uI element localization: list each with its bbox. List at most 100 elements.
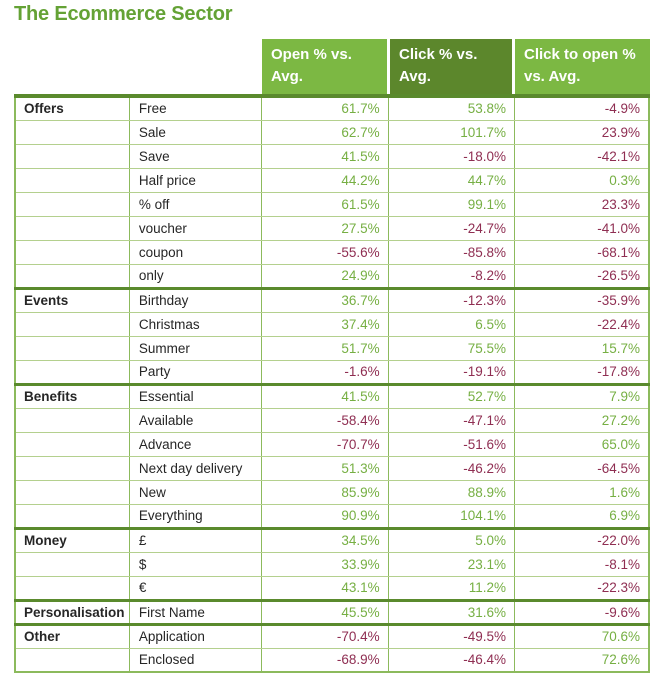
category-cell xyxy=(15,648,130,672)
term-cell: Birthday xyxy=(129,286,263,313)
click-to-open-value-cell: -22.3% xyxy=(514,576,649,601)
open-value-cell: -55.6% xyxy=(261,240,389,265)
table-row: Advance -70.7% -51.6% 65.0% xyxy=(15,432,649,457)
click-to-open-value-cell: 0.3% xyxy=(514,168,649,193)
category-cell xyxy=(15,336,130,361)
term-cell: only xyxy=(129,264,263,289)
category-cell xyxy=(15,504,130,529)
open-value-cell: -70.4% xyxy=(261,622,389,649)
category-cell xyxy=(15,432,130,457)
data-table: Offers Free 61.7% 53.8% -4.9% Sale 62.7% 101.7%… xyxy=(14,94,650,673)
click-value-cell: -12.3% xyxy=(388,286,516,313)
column-header-click-pct-vs-avg: Click % vs. Avg. xyxy=(390,39,512,94)
open-value-cell: 51.7% xyxy=(261,336,389,361)
table-row: Party -1.6% -19.1% -17.8% xyxy=(15,360,649,385)
term-cell: New xyxy=(129,480,263,505)
click-value-cell: 11.2% xyxy=(388,576,516,601)
click-to-open-value-cell: 23.3% xyxy=(514,192,649,217)
click-value-cell: 52.7% xyxy=(388,382,516,409)
table-row: Enclosed -68.9% -46.4% 72.6% xyxy=(15,648,649,672)
term-cell: Summer xyxy=(129,336,263,361)
term-cell: First Name xyxy=(129,598,263,625)
table-row: Sale 62.7% 101.7% 23.9% xyxy=(15,120,649,145)
table-row: Summer 51.7% 75.5% 15.7% xyxy=(15,336,649,361)
table-row: only 24.9% -8.2% -26.5% xyxy=(15,264,649,289)
table-row: % off 61.5% 99.1% 23.3% xyxy=(15,192,649,217)
term-cell: Enclosed xyxy=(129,648,263,672)
open-value-cell: 61.7% xyxy=(261,96,389,121)
term-cell: Available xyxy=(129,408,263,433)
click-value-cell: 53.8% xyxy=(388,96,516,121)
open-value-cell: 34.5% xyxy=(261,526,389,553)
click-to-open-value-cell: 15.7% xyxy=(514,336,649,361)
click-value-cell: -49.5% xyxy=(388,622,516,649)
term-cell: % off xyxy=(129,192,263,217)
term-cell: Application xyxy=(129,622,263,649)
click-to-open-value-cell: 27.2% xyxy=(514,408,649,433)
open-value-cell: 44.2% xyxy=(261,168,389,193)
table-row: Personalisation First Name 45.5% 31.6% -9.6% xyxy=(15,598,649,625)
table-body: Offers Free 61.7% 53.8% -4.9% Sale 62.7% 101.7%… xyxy=(15,96,649,672)
term-cell: Essential xyxy=(129,382,263,409)
table-row: New 85.9% 88.9% 1.6% xyxy=(15,480,649,505)
term-cell: Sale xyxy=(129,120,263,145)
open-value-cell: 61.5% xyxy=(261,192,389,217)
table-row: Everything 90.9% 104.1% 6.9% xyxy=(15,504,649,529)
term-cell: $ xyxy=(129,552,263,577)
page-title: The Ecommerce Sector xyxy=(14,3,233,25)
click-to-open-value-cell: -68.1% xyxy=(514,240,649,265)
click-value-cell: 31.6% xyxy=(388,598,516,625)
open-value-cell: 43.1% xyxy=(261,576,389,601)
category-cell xyxy=(15,576,130,601)
click-value-cell: -51.6% xyxy=(388,432,516,457)
click-value-cell: -85.8% xyxy=(388,240,516,265)
click-value-cell: -47.1% xyxy=(388,408,516,433)
term-cell: coupon xyxy=(129,240,263,265)
header-spacer xyxy=(14,39,262,94)
category-cell xyxy=(15,360,130,385)
term-cell: Advance xyxy=(129,432,263,457)
click-to-open-value-cell: 23.9% xyxy=(514,120,649,145)
open-value-cell: 36.7% xyxy=(261,286,389,313)
click-value-cell: 23.1% xyxy=(388,552,516,577)
open-value-cell: 45.5% xyxy=(261,598,389,625)
click-to-open-value-cell: -4.9% xyxy=(514,96,649,121)
open-value-cell: -58.4% xyxy=(261,408,389,433)
click-to-open-value-cell: -9.6% xyxy=(514,598,649,625)
open-value-cell: 85.9% xyxy=(261,480,389,505)
term-cell: € xyxy=(129,576,263,601)
click-value-cell: 99.1% xyxy=(388,192,516,217)
click-value-cell: 5.0% xyxy=(388,526,516,553)
category-cell: Events xyxy=(15,286,130,313)
category-cell: Money xyxy=(15,526,130,553)
term-cell: Party xyxy=(129,360,263,385)
click-to-open-value-cell: -26.5% xyxy=(514,264,649,289)
table-row: Money £34.5% 5.0% -22.0% xyxy=(15,526,649,553)
click-value-cell: -46.2% xyxy=(388,456,516,481)
click-to-open-value-cell: 70.6% xyxy=(514,622,649,649)
category-cell: Personalisation xyxy=(15,598,130,625)
category-cell xyxy=(15,240,130,265)
category-cell: Other xyxy=(15,622,130,649)
term-cell: £ xyxy=(129,526,263,553)
open-value-cell: 90.9% xyxy=(261,504,389,529)
click-value-cell: -46.4% xyxy=(388,648,516,672)
click-to-open-value-cell: -8.1% xyxy=(514,552,649,577)
open-value-cell: 24.9% xyxy=(261,264,389,289)
open-value-cell: 41.5% xyxy=(261,144,389,169)
table-row: Next day delivery 51.3% -46.2% -64.5% xyxy=(15,456,649,481)
open-value-cell: 37.4% xyxy=(261,312,389,337)
category-cell xyxy=(15,480,130,505)
category-cell: Benefits xyxy=(15,382,130,409)
open-value-cell: 62.7% xyxy=(261,120,389,145)
click-to-open-value-cell: 7.9% xyxy=(514,382,649,409)
table-column-headers: Open % vs. Avg. Click % vs. Avg. Click t… xyxy=(14,39,650,94)
open-value-cell: 33.9% xyxy=(261,552,389,577)
open-value-cell: -1.6% xyxy=(261,360,389,385)
category-cell xyxy=(15,144,130,169)
category-cell xyxy=(15,168,130,193)
click-value-cell: 75.5% xyxy=(388,336,516,361)
click-value-cell: 101.7% xyxy=(388,120,516,145)
click-to-open-value-cell: -35.9% xyxy=(514,286,649,313)
